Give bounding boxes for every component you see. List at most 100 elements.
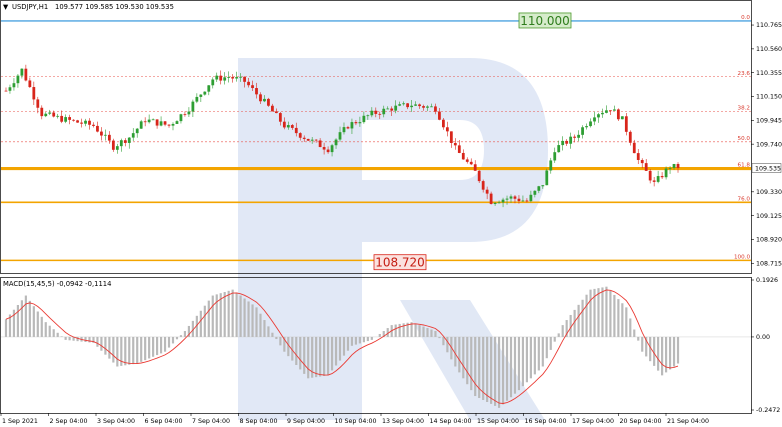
candle xyxy=(601,108,604,118)
candle xyxy=(60,110,64,124)
ohlc-values: 109.577 109.585 109.530 109.535 xyxy=(55,3,174,11)
time-tick-label: 13 Sep 04:00 xyxy=(382,418,424,425)
candle xyxy=(123,138,127,147)
time-tick-label: 1 Sep 2021 xyxy=(2,418,38,425)
time-tick-label: 15 Sep 04:00 xyxy=(477,418,519,425)
candle xyxy=(660,172,664,179)
candle xyxy=(430,103,433,108)
candle xyxy=(36,96,40,114)
candle xyxy=(609,110,612,116)
price-tick-label: 109.945 xyxy=(756,118,782,125)
price-tick-label: 110.560 xyxy=(756,46,782,53)
price-tick-label: 109.330 xyxy=(756,189,782,196)
candle xyxy=(20,68,24,79)
candle xyxy=(334,138,338,149)
time-tick-label: 3 Sep 04:00 xyxy=(97,418,135,425)
symbol-label: USDJPY,H1 xyxy=(12,3,48,11)
candle xyxy=(107,131,111,144)
candle xyxy=(438,108,441,121)
candle xyxy=(251,80,254,91)
candle xyxy=(350,118,354,135)
candle xyxy=(525,198,529,203)
candle xyxy=(147,114,151,124)
svg-text:110.000: 110.000 xyxy=(520,14,570,28)
candle xyxy=(374,107,378,118)
candle xyxy=(585,123,588,130)
candle xyxy=(346,125,350,130)
candle xyxy=(414,101,417,107)
candle xyxy=(131,128,135,142)
candle xyxy=(533,190,537,198)
candle xyxy=(521,195,525,202)
candle xyxy=(127,137,131,149)
price-panel-frame xyxy=(0,0,752,274)
current-price-tag: 109.535 xyxy=(751,163,782,173)
candle xyxy=(96,121,99,133)
candle xyxy=(426,105,429,112)
axes: 109.535 110.765 110.560 110.355 110.150 109.9… xyxy=(0,22,782,425)
candle xyxy=(271,103,274,112)
candle xyxy=(175,120,179,124)
candle xyxy=(215,72,219,82)
candle xyxy=(199,94,203,103)
candle xyxy=(24,64,28,82)
candle xyxy=(211,77,215,89)
symbol-header-arrow[interactable]: ▼ xyxy=(3,3,9,11)
price-tick-label: 110.150 xyxy=(756,94,782,101)
candle xyxy=(167,124,171,128)
candle xyxy=(445,121,449,137)
macd-tick-label: 0.00 xyxy=(756,334,770,341)
time-tick-label: 17 Sep 04:00 xyxy=(572,418,614,425)
svg-text:109.535: 109.535 xyxy=(755,165,781,172)
candle xyxy=(386,106,390,110)
price-tick-label: 109.740 xyxy=(756,141,782,148)
candle xyxy=(394,100,398,114)
price-tick-label: 109.125 xyxy=(756,213,782,220)
candle xyxy=(44,112,48,118)
candle xyxy=(12,78,16,91)
macd-panel-frame xyxy=(0,277,752,414)
price-tick-label: 108.920 xyxy=(756,237,782,244)
candle xyxy=(561,136,565,151)
candle xyxy=(294,122,298,137)
candle xyxy=(616,108,620,121)
candle xyxy=(465,157,469,164)
candle xyxy=(68,114,72,125)
candle xyxy=(322,142,326,155)
candle xyxy=(632,139,636,154)
candle xyxy=(259,92,262,104)
fib-label-23-6: 23.6 xyxy=(738,71,751,77)
candle xyxy=(358,116,362,127)
candle xyxy=(541,185,545,189)
candle xyxy=(115,143,119,154)
candle xyxy=(16,73,20,88)
candle xyxy=(517,195,521,204)
candle xyxy=(664,166,668,180)
candle xyxy=(143,117,147,127)
svg-text:108.720: 108.720 xyxy=(375,256,425,270)
candle xyxy=(80,118,83,128)
macd-histogram xyxy=(1,286,751,408)
time-tick-label: 10 Sep 04:00 xyxy=(335,418,377,425)
candle xyxy=(219,70,223,85)
candle xyxy=(354,120,358,126)
candle xyxy=(119,138,123,152)
candle xyxy=(314,139,318,143)
candle xyxy=(513,194,517,204)
candle xyxy=(620,116,624,120)
candle xyxy=(473,160,477,171)
candle xyxy=(485,186,489,200)
candle xyxy=(668,166,672,174)
candle xyxy=(191,99,195,117)
fib-label-0-0: 0.0 xyxy=(741,15,750,21)
candle xyxy=(549,157,553,174)
candle xyxy=(195,93,199,104)
candle xyxy=(378,111,382,120)
macd-label: MACD(15,45,5) -0,0942 -0,1114 xyxy=(3,280,111,288)
candle xyxy=(581,125,584,139)
candle xyxy=(239,73,242,82)
candle xyxy=(434,103,437,115)
candle xyxy=(227,71,231,83)
candle xyxy=(187,107,191,117)
candle xyxy=(28,77,32,89)
